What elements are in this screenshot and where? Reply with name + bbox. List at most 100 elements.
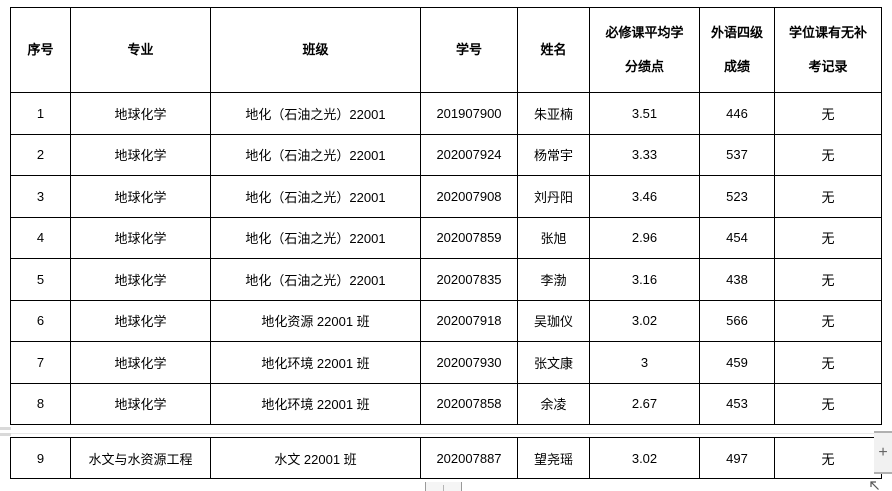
cell-no: 8 (10, 382, 71, 425)
header-row: 序号 专业 班级 学号 姓名 必修课平均学 分绩点 外语四级 成绩 学位课有无补 考记… (10, 7, 882, 93)
cell-name: 吴珈仪 (517, 299, 590, 342)
table-row: 8 地球化学 地化环境 22001 班 202007858 余凌 2.67 45… (10, 382, 882, 425)
cell-student-id: 202007858 (420, 382, 518, 425)
cell-student-id: 202007918 (420, 299, 518, 342)
cell-no: 4 (10, 216, 71, 259)
cell-gpa: 3 (589, 341, 700, 384)
cell-major: 地球化学 (70, 216, 211, 259)
cell-class: 地化（石油之光）22001 (210, 133, 421, 176)
cell-retake: 无 (774, 258, 882, 301)
cell-major: 地球化学 (70, 133, 211, 176)
cell-no: 9 (10, 437, 71, 479)
cell-no: 7 (10, 341, 71, 384)
cell-class: 水文 22001 班 (210, 437, 421, 479)
horizontal-scroll-thumb[interactable] (425, 482, 462, 491)
cell-major: 地球化学 (70, 382, 211, 425)
cell-major: 地球化学 (70, 341, 211, 384)
cell-major: 水文与水资源工程 (70, 437, 211, 479)
header-retake: 学位课有无补 考记录 (774, 7, 882, 93)
header-cet4: 外语四级 成绩 (699, 7, 775, 93)
page-gap-stub (0, 433, 11, 436)
cell-class: 地化（石油之光）22001 (210, 92, 421, 135)
cell-retake: 无 (774, 437, 882, 479)
cell-name: 望尧瑶 (517, 437, 590, 479)
cell-cet4: 453 (699, 382, 775, 425)
cell-name: 余凌 (517, 382, 590, 425)
table-row: 7 地球化学 地化环境 22001 班 202007930 张文康 3 459 … (10, 341, 882, 384)
cell-name: 杨常宇 (517, 133, 590, 176)
cell-retake: 无 (774, 175, 882, 218)
cell-cet4: 438 (699, 258, 775, 301)
table-row: 6 地球化学 地化资源 22001 班 202007918 吴珈仪 3.02 5… (10, 299, 882, 342)
cell-cet4: 454 (699, 216, 775, 259)
cell-gpa: 3.02 (589, 299, 700, 342)
cell-retake: 无 (774, 216, 882, 259)
table-row: 9 水文与水资源工程 水文 22001 班 202007887 望尧瑶 3.02… (10, 437, 882, 479)
cell-major: 地球化学 (70, 258, 211, 301)
cell-student-id: 202007908 (420, 175, 518, 218)
cell-cet4: 446 (699, 92, 775, 135)
cell-retake: 无 (774, 299, 882, 342)
cell-class: 地化（石油之光）22001 (210, 258, 421, 301)
cell-cet4: 537 (699, 133, 775, 176)
cell-class: 地化（石油之光）22001 (210, 175, 421, 218)
cell-no: 3 (10, 175, 71, 218)
cell-no: 6 (10, 299, 71, 342)
cell-cet4: 566 (699, 299, 775, 342)
cell-class: 地化（石油之光）22001 (210, 216, 421, 259)
cell-gpa: 3.51 (589, 92, 700, 135)
cell-name: 张旭 (517, 216, 590, 259)
page-gap-stub (0, 427, 11, 430)
table-row: 1 地球化学 地化（石油之光）22001 201907900 朱亚楠 3.51 … (10, 92, 882, 135)
cell-cet4: 523 (699, 175, 775, 218)
grades-table-continued: 9 水文与水资源工程 水文 22001 班 202007887 望尧瑶 3.02… (10, 437, 882, 479)
page-gap-line (0, 433, 892, 434)
grades-table: 序号 专业 班级 学号 姓名 必修课平均学 分绩点 外语四级 成绩 学位课有无补 考记… (10, 7, 882, 425)
cell-no: 2 (10, 133, 71, 176)
cell-name: 朱亚楠 (517, 92, 590, 135)
cell-no: 1 (10, 92, 71, 135)
header-gpa: 必修课平均学 分绩点 (589, 7, 700, 93)
cell-student-id: 202007887 (420, 437, 518, 479)
cell-name: 张文康 (517, 341, 590, 384)
table-row: 2 地球化学 地化（石油之光）22001 202007924 杨常宇 3.33 … (10, 133, 882, 176)
cell-class: 地化环境 22001 班 (210, 382, 421, 425)
table-row: 4 地球化学 地化（石油之光）22001 202007859 张旭 2.96 4… (10, 216, 882, 259)
header-no: 序号 (10, 7, 71, 93)
plus-icon: + (878, 443, 888, 461)
cell-gpa: 3.16 (589, 258, 700, 301)
cell-retake: 无 (774, 133, 882, 176)
cell-no: 5 (10, 258, 71, 301)
table-resize-handle-icon[interactable] (869, 479, 881, 491)
cell-major: 地球化学 (70, 175, 211, 218)
cell-retake: 无 (774, 382, 882, 425)
cell-student-id: 201907900 (420, 92, 518, 135)
cell-gpa: 3.02 (589, 437, 700, 479)
scroll-thumb-grip (443, 485, 444, 491)
cell-retake: 无 (774, 341, 882, 384)
header-name: 姓名 (517, 7, 590, 93)
insert-row-button[interactable]: + (874, 431, 892, 474)
header-major: 专业 (70, 7, 211, 93)
cell-cet4: 497 (699, 437, 775, 479)
cell-major: 地球化学 (70, 92, 211, 135)
cell-student-id: 202007835 (420, 258, 518, 301)
cell-class: 地化环境 22001 班 (210, 341, 421, 384)
cell-gpa: 3.33 (589, 133, 700, 176)
cell-name: 刘丹阳 (517, 175, 590, 218)
header-class: 班级 (210, 7, 421, 93)
cell-retake: 无 (774, 92, 882, 135)
header-student-id: 学号 (420, 7, 518, 93)
cell-name: 李渤 (517, 258, 590, 301)
cell-class: 地化资源 22001 班 (210, 299, 421, 342)
cell-cet4: 459 (699, 341, 775, 384)
cell-gpa: 2.67 (589, 382, 700, 425)
table-row: 3 地球化学 地化（石油之光）22001 202007908 刘丹阳 3.46 … (10, 175, 882, 218)
table-row: 5 地球化学 地化（石油之光）22001 202007835 李渤 3.16 4… (10, 258, 882, 301)
cell-student-id: 202007859 (420, 216, 518, 259)
cell-student-id: 202007924 (420, 133, 518, 176)
cell-gpa: 2.96 (589, 216, 700, 259)
cell-major: 地球化学 (70, 299, 211, 342)
cell-student-id: 202007930 (420, 341, 518, 384)
